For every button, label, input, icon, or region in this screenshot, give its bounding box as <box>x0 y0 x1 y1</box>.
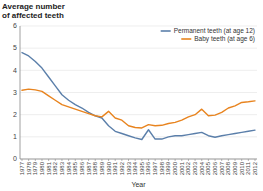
x-axis-label: Year <box>131 181 146 188</box>
line <box>22 53 255 140</box>
x-tick-label: 1991 <box>112 161 118 175</box>
x-tick-label: 2010 <box>239 161 245 175</box>
grid <box>20 26 257 159</box>
chart: 0123456197719781979198019811982198319841… <box>0 0 263 191</box>
x-tick-label: 1993 <box>126 161 132 175</box>
x-tick-label: 1985 <box>72 161 78 175</box>
x-tick-label: 1984 <box>66 161 72 175</box>
y-tick-label: 6 <box>13 22 17 29</box>
x-axis <box>20 159 257 160</box>
x-tick-label: 1999 <box>165 161 171 175</box>
y-tick-label: 5 <box>13 44 17 51</box>
x-tick-label: 1979 <box>32 161 38 175</box>
y-tick-label: 3 <box>13 89 17 96</box>
x-tick-label: 2008 <box>225 161 231 175</box>
legend-swatch <box>161 30 171 32</box>
x-tick-label: 2001 <box>179 161 185 175</box>
y-tick-label: 1 <box>13 133 17 140</box>
x-tick-label: 1987 <box>86 161 92 175</box>
grid-line <box>20 48 257 49</box>
x-tick-label: 2004 <box>199 161 205 175</box>
x-tick-label: 1998 <box>159 161 165 175</box>
x-tick-label: 2003 <box>192 161 198 175</box>
grid-line <box>20 159 257 160</box>
x-tick-label: 2002 <box>185 161 191 175</box>
x-tick-label: 2007 <box>219 161 225 175</box>
legend-label: Baby teeth (at age 6) <box>194 35 255 43</box>
legend-swatch <box>181 38 191 40</box>
x-tick-label: 1978 <box>26 161 32 175</box>
x-tick-label: 2006 <box>212 161 218 175</box>
x-tick-label: 2005 <box>205 161 211 175</box>
x-tick-label: 1997 <box>152 161 158 175</box>
x-tick-label: 2009 <box>232 161 238 175</box>
x-tick-label: 1992 <box>119 161 125 175</box>
legend: Permanent teeth (at age 12)Baby teeth (a… <box>161 27 255 43</box>
grid-line <box>20 70 257 71</box>
x-tick-label: 1996 <box>145 161 151 175</box>
x-tick-label: 1988 <box>92 161 98 175</box>
grid-line <box>20 92 257 93</box>
x-tick-label: 1981 <box>46 161 52 175</box>
x-tick-label: 1989 <box>99 161 105 175</box>
x-tick-label: 1982 <box>52 161 58 175</box>
x-tick-label: 1990 <box>106 161 112 175</box>
y-tick-label: 2 <box>13 111 17 118</box>
y-axis <box>20 26 21 159</box>
x-tick-label: 2012 <box>252 161 258 175</box>
y-tick-label: 4 <box>13 67 17 74</box>
x-tick-label: 1983 <box>59 161 65 175</box>
y-tick-label: 0 <box>13 155 17 162</box>
grid-line <box>20 114 257 115</box>
x-tick-label: 1980 <box>39 161 45 175</box>
x-tick-label: 1977 <box>19 161 25 175</box>
x-tick-label: 1994 <box>132 161 138 175</box>
x-tick-label: 2011 <box>245 161 251 175</box>
x-tick-label: 2000 <box>172 161 178 175</box>
legend-label: Permanent teeth (at age 12) <box>174 27 255 35</box>
x-tick-label: 1986 <box>79 161 85 175</box>
title: Average numberof affected teeth <box>2 2 65 20</box>
x-tick-label: 1995 <box>139 161 145 175</box>
series-group <box>22 53 255 140</box>
line <box>22 89 255 128</box>
